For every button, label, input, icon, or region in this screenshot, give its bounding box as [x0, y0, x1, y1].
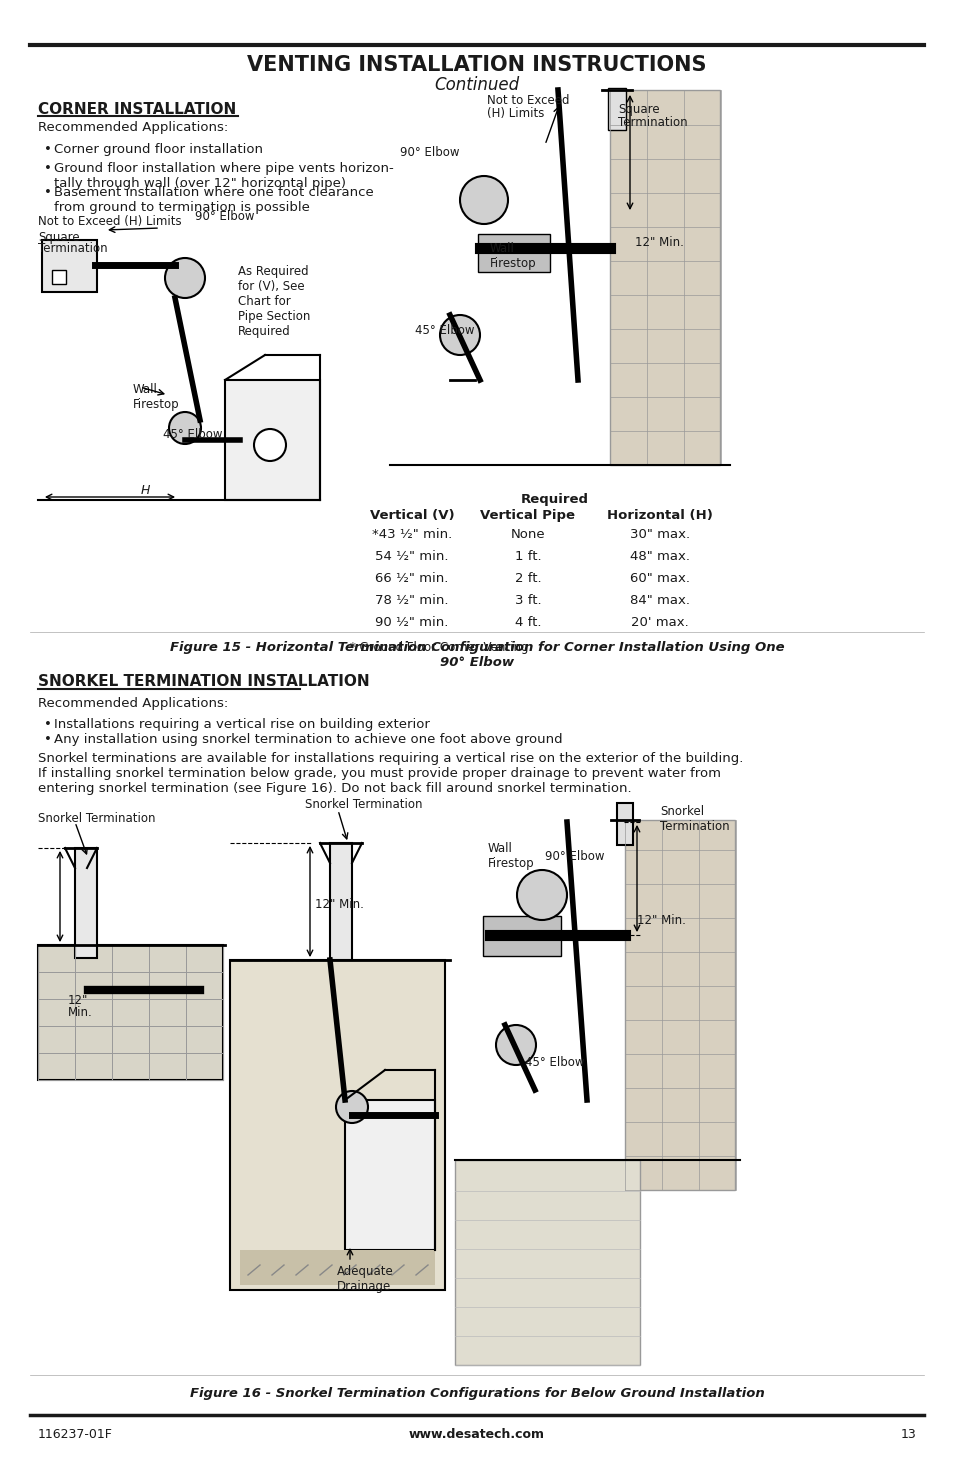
Text: 84" max.: 84" max. [629, 593, 689, 606]
Text: Min.: Min. [68, 1006, 92, 1019]
Text: 1 ft.: 1 ft. [515, 550, 540, 562]
Text: Continued: Continued [434, 77, 519, 94]
Text: VENTING INSTALLATION INSTRUCTIONS: VENTING INSTALLATION INSTRUCTIONS [247, 55, 706, 75]
Text: 90° Elbow: 90° Elbow [544, 851, 604, 863]
Text: * Ground Floor Corner Venting: * Ground Floor Corner Venting [350, 642, 528, 655]
Bar [240, 1249, 435, 1285]
Circle shape [165, 258, 205, 298]
Circle shape [253, 429, 286, 462]
Text: Installations requiring a vertical rise on building exterior: Installations requiring a vertical rise … [54, 718, 430, 732]
Text: Termination: Termination [618, 115, 687, 128]
Bar [482, 916, 560, 956]
Text: Square: Square [38, 230, 79, 243]
Text: Wall
Firestop: Wall Firestop [132, 384, 179, 412]
Text: 66 ½" min.: 66 ½" min. [375, 571, 448, 584]
Text: CORNER INSTALLATION: CORNER INSTALLATION [38, 102, 236, 118]
Text: 12" Min.: 12" Min. [637, 913, 685, 926]
Text: Vertical (V): Vertical (V) [370, 509, 454, 522]
Bar [477, 235, 550, 271]
Text: www.desatech.com: www.desatech.com [409, 1428, 544, 1441]
Text: As Required
for (V), See
Chart for
Pipe Section
Required: As Required for (V), See Chart for Pipe … [237, 266, 310, 338]
Circle shape [459, 176, 507, 224]
Text: Snorkel
Termination: Snorkel Termination [659, 805, 729, 833]
Text: Horizontal (H): Horizontal (H) [606, 509, 712, 522]
Text: Wall
Firestop: Wall Firestop [490, 242, 536, 270]
Bar [345, 1100, 435, 1249]
Circle shape [335, 1092, 368, 1122]
Text: 13: 13 [900, 1428, 915, 1441]
Bar [225, 381, 319, 500]
Bar [75, 848, 97, 957]
Bar [609, 90, 720, 465]
Text: 45° Elbow: 45° Elbow [163, 429, 222, 441]
Text: •: • [44, 733, 51, 746]
Text: 20' max.: 20' max. [631, 615, 688, 628]
Text: Not to Exceed: Not to Exceed [486, 93, 569, 106]
Text: Any installation using snorkel termination to achieve one foot above ground: Any installation using snorkel terminati… [54, 733, 562, 746]
Text: •: • [44, 186, 51, 199]
Circle shape [169, 412, 201, 444]
Text: *43 ½" min.: *43 ½" min. [372, 528, 452, 540]
Text: Figure 15 - Horizontal Termination Configuration for Corner Installation Using O: Figure 15 - Horizontal Termination Confi… [170, 642, 783, 670]
Text: 45° Elbow: 45° Elbow [524, 1056, 584, 1068]
Circle shape [517, 870, 566, 920]
Text: Termination: Termination [38, 242, 108, 255]
Bar [230, 960, 444, 1291]
Text: (H) Limits: (H) Limits [486, 106, 544, 119]
Text: 54 ½" min.: 54 ½" min. [375, 550, 448, 562]
Text: Basement installation where one foot clearance
from ground to termination is pos: Basement installation where one foot cle… [54, 186, 374, 214]
Text: Required: Required [520, 494, 588, 506]
Text: Adequate
Drainage: Adequate Drainage [336, 1266, 394, 1294]
Text: Snorkel terminations are available for installations requiring a vertical rise o: Snorkel terminations are available for i… [38, 752, 742, 795]
Text: 90 ½" min.: 90 ½" min. [375, 615, 448, 628]
Bar [42, 240, 97, 292]
Bar [624, 820, 734, 1190]
Circle shape [439, 316, 479, 355]
Text: 12" Min.: 12" Min. [635, 236, 683, 249]
Text: 116237-01F: 116237-01F [38, 1428, 112, 1441]
Text: Not to Exceed (H) Limits: Not to Exceed (H) Limits [38, 215, 181, 229]
Text: 48" max.: 48" max. [629, 550, 689, 562]
Text: 2 ft.: 2 ft. [515, 571, 540, 584]
Text: 3 ft.: 3 ft. [515, 593, 540, 606]
Text: 78 ½" min.: 78 ½" min. [375, 593, 448, 606]
Text: •: • [44, 718, 51, 732]
Text: Corner ground floor installation: Corner ground floor installation [54, 143, 263, 156]
Text: 45° Elbow: 45° Elbow [415, 323, 474, 336]
Text: SNORKEL TERMINATION INSTALLATION: SNORKEL TERMINATION INSTALLATION [38, 674, 369, 689]
Bar [52, 270, 66, 285]
Text: Ground floor installation where pipe vents horizon-
tally through wall (over 12": Ground floor installation where pipe ven… [54, 162, 394, 190]
Text: Figure 16 - Snorkel Termination Configurations for Below Ground Installation: Figure 16 - Snorkel Termination Configur… [190, 1386, 763, 1400]
Text: H: H [140, 484, 150, 497]
Text: Wall
Firestop: Wall Firestop [488, 842, 534, 870]
Text: Vertical Pipe: Vertical Pipe [480, 509, 575, 522]
Text: None: None [510, 528, 545, 540]
Circle shape [496, 1025, 536, 1065]
Text: Recommended Applications:: Recommended Applications: [38, 121, 228, 134]
Bar [330, 844, 352, 960]
Text: Snorkel Termination: Snorkel Termination [38, 811, 155, 825]
Text: 90° Elbow: 90° Elbow [399, 146, 459, 159]
Text: 30" max.: 30" max. [629, 528, 689, 540]
Text: 60" max.: 60" max. [629, 571, 689, 584]
Text: 90° Elbow: 90° Elbow [194, 211, 254, 224]
Text: Recommended Applications:: Recommended Applications: [38, 696, 228, 709]
Text: Square: Square [618, 103, 659, 117]
Bar [455, 1159, 639, 1364]
Bar [617, 802, 633, 845]
Text: •: • [44, 162, 51, 176]
Text: Snorkel Termination: Snorkel Termination [305, 798, 422, 811]
Bar [38, 945, 223, 1080]
Text: •: • [44, 143, 51, 156]
Text: 12": 12" [68, 994, 89, 1006]
Text: 12" Min.: 12" Min. [314, 898, 363, 912]
Text: 4 ft.: 4 ft. [515, 615, 540, 628]
Bar [607, 88, 625, 130]
